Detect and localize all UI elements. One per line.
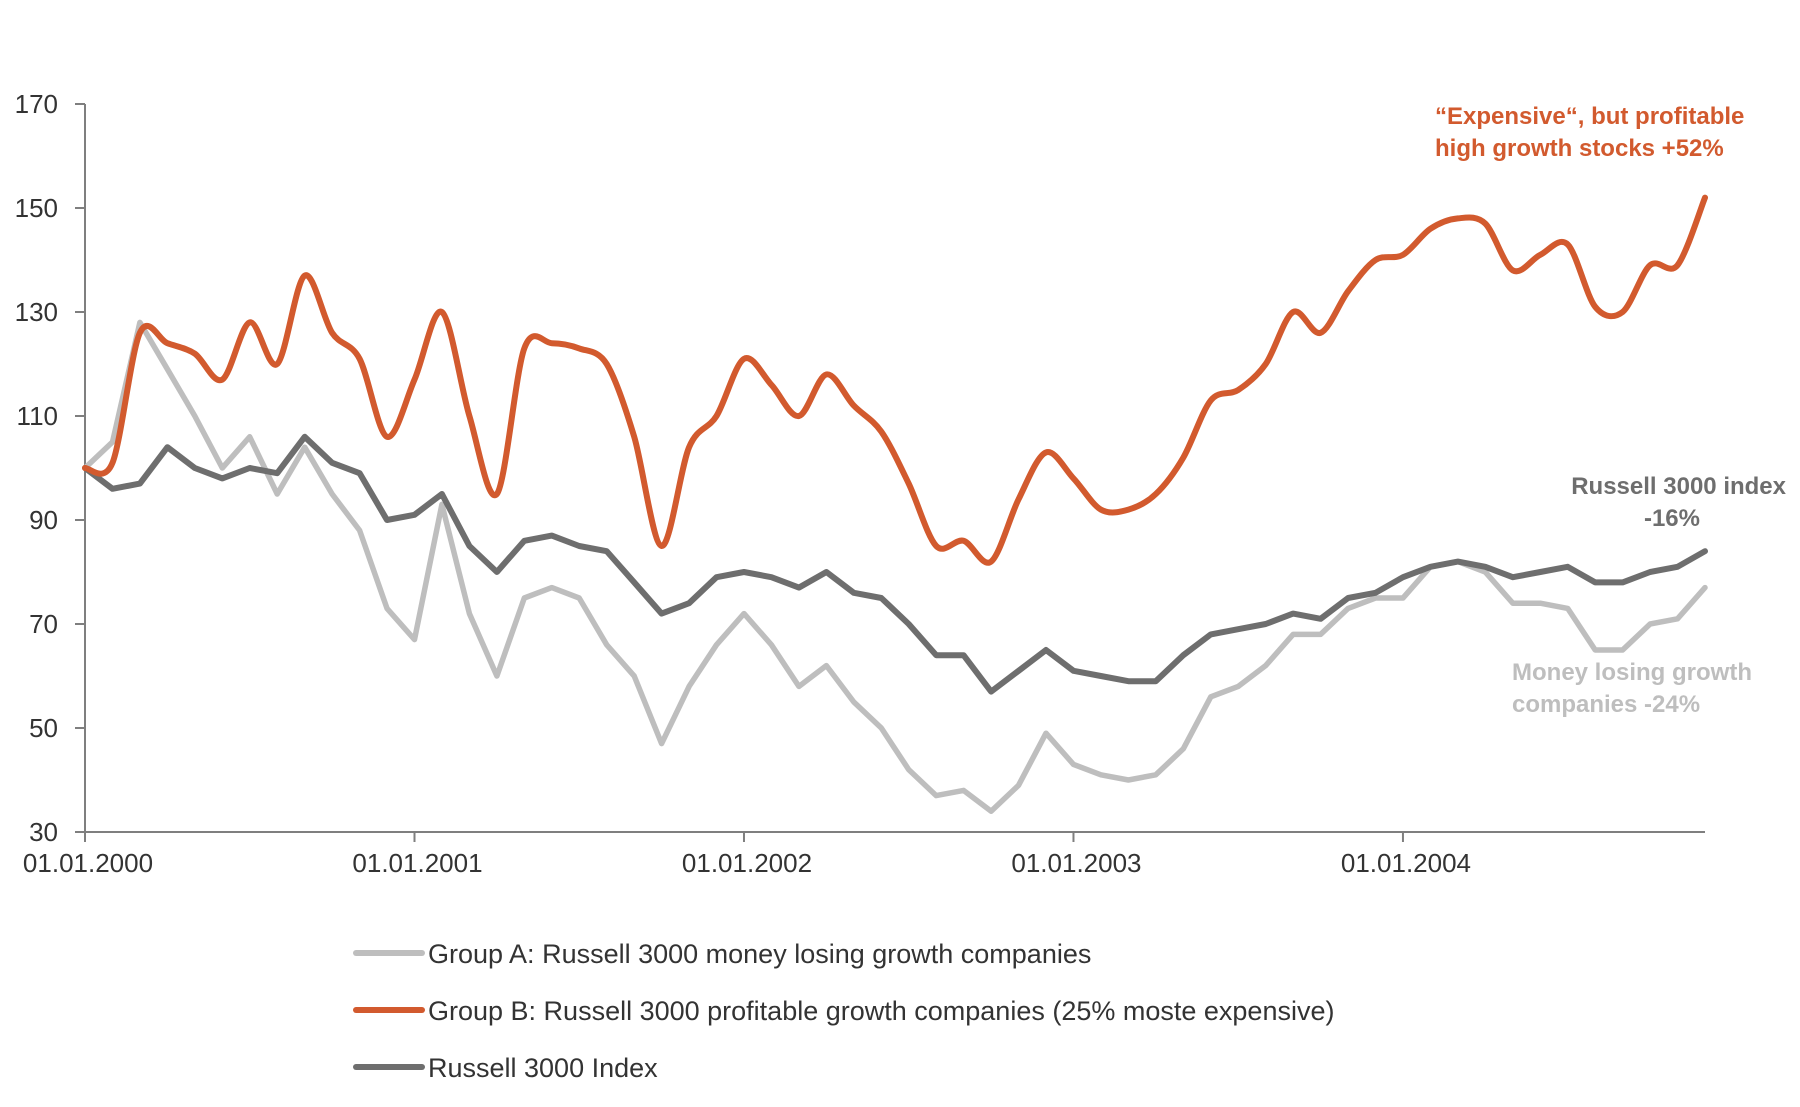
annotation-group-b: high growth stocks +52% [1435,135,1724,162]
y-tick-label: 110 [17,401,58,431]
annotation-group-b: “Expensive“, but profitable [1435,103,1744,130]
y-tick-label: 30 [29,817,58,847]
y-tick-label: 130 [15,297,58,327]
x-tick-label: 01.01.2002 [682,848,812,878]
x-tick-label: 01.01.2003 [1011,848,1141,878]
annotation-group-a: companies -24% [1512,691,1700,718]
legend-item-group-a: Group A: Russell 3000 money losing growt… [353,939,1091,969]
annotation-group-a: Money losing growth [1512,659,1752,686]
annotation-index: -16% [1644,505,1700,532]
series-line-group-a [82,319,1708,814]
legend-item-group-b: Group B: Russell 3000 profitable growth … [353,996,1334,1026]
series-lines [82,194,1708,814]
axes: 30 50 70 90 110 130 150 170 01.01.2000 01.01.2001… [15,89,1705,878]
series-line-group-b [82,194,1708,566]
legend-item-index: Russell 3000 Index [353,1053,658,1083]
legend: Group A: Russell 3000 money losing growt… [353,939,1334,1083]
x-tick-label: 01.01.2004 [1341,848,1471,878]
y-tick-label: 150 [15,193,58,223]
y-tick-label: 50 [29,713,58,743]
legend-label: Group B: Russell 3000 profitable growth … [428,996,1334,1026]
x-tick-label: 01.01.2000 [23,848,153,878]
series-line-index [82,433,1708,695]
y-tick-label: 170 [15,89,58,119]
x-tick-label: 01.01.2001 [352,848,482,878]
y-tick-label: 90 [29,505,58,535]
legend-label: Group A: Russell 3000 money losing growt… [428,939,1091,969]
legend-label: Russell 3000 Index [428,1053,658,1083]
annotations: Money losing growth companies -24% “Expens… [1435,103,1787,718]
annotation-index: Russell 3000 index [1571,473,1786,500]
y-tick-label: 70 [29,609,58,639]
